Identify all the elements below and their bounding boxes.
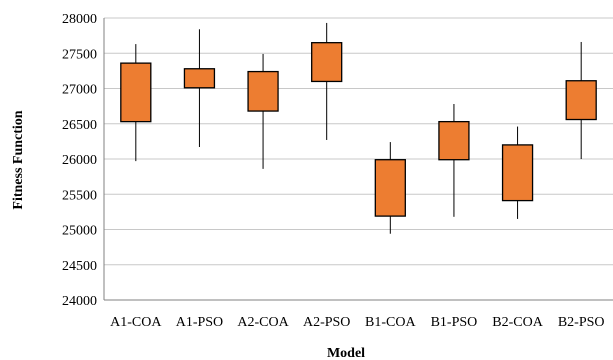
box-body <box>438 120 470 161</box>
x-tick-label: B2-PSO <box>558 315 605 330</box>
y-tick-label: 27500 <box>62 47 97 62</box>
box-a1-pso <box>183 29 216 148</box>
x-tick-label: A1-PSO <box>176 315 223 330</box>
y-tick-label: 26000 <box>62 153 97 168</box>
x-tick-label: B1-COA <box>365 315 416 330</box>
x-axis-tick-labels: A1-COA A1-PSO A2-COA A2-PSO B1-COA B1-PSO B2-C… <box>110 315 604 330</box>
y-axis-title: Fitness Function <box>11 110 26 209</box>
x-tick-label: B1-PSO <box>431 315 478 330</box>
boxes <box>120 22 597 234</box>
x-axis-title: Model <box>327 346 365 360</box>
box-body <box>183 68 216 89</box>
y-axis-tick-labels: 24000 24500 25000 25500 26000 26500 27000 27500… <box>62 12 97 309</box>
box-body <box>565 80 597 121</box>
box-body <box>501 144 534 202</box>
box-b1-pso <box>438 104 470 217</box>
x-tick-label: A2-COA <box>237 315 289 330</box>
y-tick-label: 28000 <box>62 12 97 27</box>
box-a2-coa <box>247 53 279 169</box>
box-a2-pso <box>311 22 343 140</box>
box-body <box>247 70 279 112</box>
box-body <box>311 42 343 83</box>
box-body <box>120 62 152 123</box>
box-a1-coa <box>120 44 152 162</box>
x-tick-label: A1-COA <box>110 315 162 330</box>
box-b2-pso <box>565 41 597 159</box>
y-tick-label: 27000 <box>62 83 97 98</box>
gridlines <box>104 17 613 301</box>
box-b1-coa <box>374 142 406 234</box>
y-tick-label: 24000 <box>62 294 97 309</box>
y-tick-label: 24500 <box>62 259 97 274</box>
x-tick-label: A2-PSO <box>303 315 350 330</box>
y-tick-label: 26500 <box>62 118 97 133</box>
box-body <box>374 159 406 217</box>
x-tick-label: B2-COA <box>492 315 543 330</box>
y-tick-label: 25500 <box>62 188 97 203</box>
box-b2-coa <box>501 126 534 219</box>
y-tick-label: 25000 <box>62 224 97 239</box>
